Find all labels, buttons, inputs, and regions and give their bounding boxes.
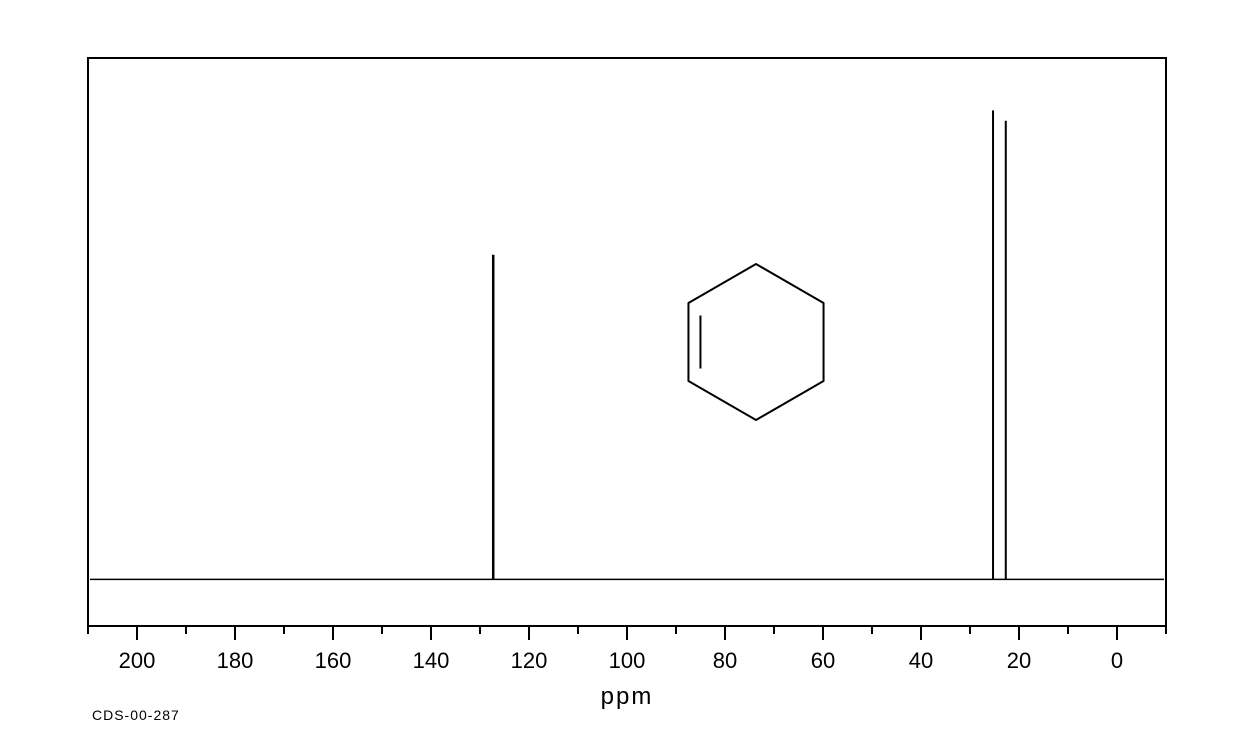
nmr-spectrum-svg: 0 20 40 60 80 100 120 140 160 180 200 ppm CDS-00-287 — [0, 0, 1238, 756]
xtick-label: 60 — [811, 648, 835, 673]
xtick-label: 80 — [713, 648, 737, 673]
xtick-label: 40 — [909, 648, 933, 673]
nmr-chart-container: 0 20 40 60 80 100 120 140 160 180 200 ppm CDS-00-287 — [0, 0, 1238, 756]
xtick-label: 100 — [609, 648, 646, 673]
xtick-label: 140 — [413, 648, 450, 673]
xtick-label: 160 — [315, 648, 352, 673]
sample-id-label: CDS-00-287 — [92, 707, 180, 723]
xtick-label: 180 — [217, 648, 254, 673]
xtick-label: 200 — [119, 648, 156, 673]
xtick-label: 20 — [1007, 648, 1031, 673]
plot-border — [88, 58, 1166, 626]
x-axis-label: ppm — [601, 683, 654, 710]
xtick-label: 120 — [511, 648, 548, 673]
xtick-label: 0 — [1111, 648, 1123, 673]
